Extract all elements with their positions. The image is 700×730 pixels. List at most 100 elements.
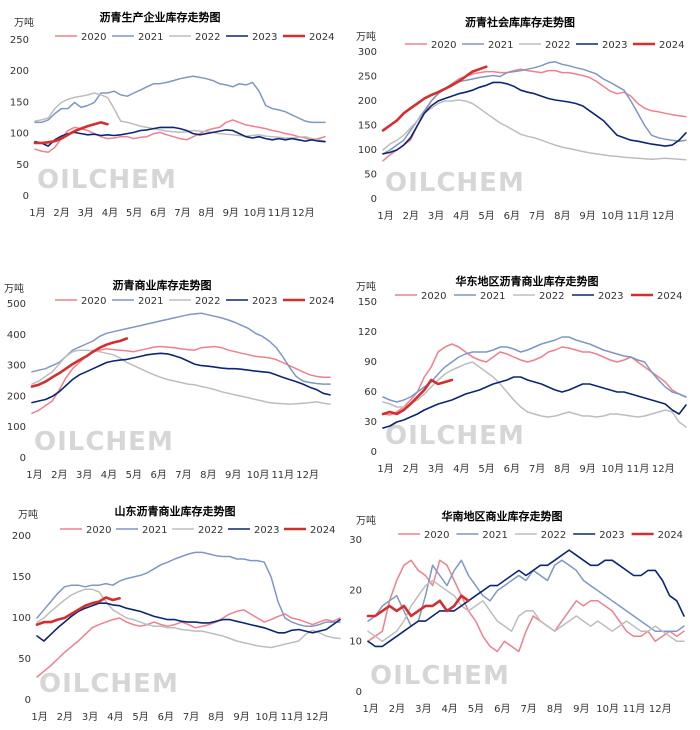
y-unit-label: 万吨 xyxy=(356,280,376,293)
legend-label-2022: 2022 xyxy=(539,291,564,302)
y-tick-label: 150 xyxy=(12,572,31,583)
y-tick-label: 120 xyxy=(358,327,377,338)
y-unit-label: 万吨 xyxy=(18,508,38,521)
x-tick-label: 1月 xyxy=(26,469,42,481)
x-tick-label: 4月 xyxy=(101,469,117,481)
legend-label-2021: 2021 xyxy=(138,296,163,307)
legend-label-2024: 2024 xyxy=(309,32,334,43)
x-tick-label: 9月 xyxy=(225,469,241,481)
x-tick-label: 1月 xyxy=(362,703,378,715)
y-tick-label: 50 xyxy=(16,160,29,171)
series-line-2023 xyxy=(382,81,687,155)
x-tick-label: 11月 xyxy=(627,210,650,222)
x-tick-label: 5月 xyxy=(126,207,142,219)
legend-label-2020: 2020 xyxy=(81,296,106,307)
x-tick-label: 3月 xyxy=(415,703,431,715)
x-tick-label: 2月 xyxy=(389,703,405,715)
x-tick-label: 2月 xyxy=(51,469,67,481)
y-tick-label: 60 xyxy=(364,387,377,398)
series-line-2023 xyxy=(31,352,331,404)
x-tick-label: 9月 xyxy=(579,463,595,475)
x-tick-label: 4月 xyxy=(453,463,469,475)
x-tick-label: 3月 xyxy=(428,463,444,475)
x-tick-label: 7月 xyxy=(529,210,545,222)
series-line-2022 xyxy=(34,92,326,142)
legend-label-2020: 2020 xyxy=(81,32,106,43)
x-tick-label: 8月 xyxy=(547,703,563,715)
series-line-2022 xyxy=(382,99,687,161)
legend-label-2023: 2023 xyxy=(599,530,624,541)
chart-panel-5: OILCHEM 山东沥青商业库存走势图 万吨 0 50 100 150 200 1月 2月 3月 4月… xyxy=(12,504,341,723)
x-tick-label: 10月 xyxy=(247,469,270,481)
x-tick-label: 1月 xyxy=(29,207,45,219)
series-line-2024 xyxy=(381,65,488,132)
series-line-2024 xyxy=(33,121,109,145)
y-tick-label: 150 xyxy=(358,121,377,132)
legend-label-2024: 2024 xyxy=(658,530,683,541)
x-tick-label: 3月 xyxy=(82,711,98,723)
y-tick-label: 30 xyxy=(364,417,377,428)
legend-label-2021: 2021 xyxy=(138,32,163,43)
x-tick-label: 10月 xyxy=(601,210,624,222)
x-tick-label: 4月 xyxy=(107,711,123,723)
y-tick-label: 20 xyxy=(350,586,362,597)
watermark-text: OILCHEM xyxy=(385,421,525,451)
y-tick-label: 200 xyxy=(7,391,26,402)
x-tick-label: 11月 xyxy=(268,207,291,219)
legend-label-2021: 2021 xyxy=(488,40,513,51)
series-line-2023 xyxy=(367,549,685,648)
x-tick-label: 11月 xyxy=(281,711,304,723)
y-tick-label: 10 xyxy=(350,636,362,647)
x-tick-label: 1月 xyxy=(31,711,47,723)
y-tick-label: 500 xyxy=(7,299,26,310)
x-tick-label: 7月 xyxy=(529,463,545,475)
x-tick-label: 2月 xyxy=(57,711,73,723)
legend-label-2023: 2023 xyxy=(598,291,623,302)
legend-label-2020: 2020 xyxy=(421,291,446,302)
y-tick-label: 30 xyxy=(350,535,362,546)
chart-panel-4: OILCHEM 华东地区沥青商业库存走势图 万吨 0 30 60 90 120 150 1月 2月 3… xyxy=(356,274,687,475)
legend-label-2022: 2022 xyxy=(545,40,570,51)
y-tick-label: 0 xyxy=(371,194,377,205)
legend-label-2020: 2020 xyxy=(431,40,456,51)
watermark-text: OILCHEM xyxy=(385,168,525,198)
y-tick-label: 0 xyxy=(20,453,26,464)
y-tick-label: 250 xyxy=(358,72,377,83)
series-line-2020 xyxy=(34,119,326,154)
x-tick-label: 3月 xyxy=(78,207,94,219)
y-tick-label: 50 xyxy=(18,654,31,665)
x-tick-label: 12月 xyxy=(296,469,319,481)
x-tick-label: 3月 xyxy=(76,469,92,481)
series-line-2020 xyxy=(31,345,331,415)
y-tick-label: 100 xyxy=(7,422,26,433)
series-line-2023 xyxy=(382,376,687,429)
y-unit-label: 万吨 xyxy=(356,514,376,527)
x-tick-label: 9月 xyxy=(579,210,595,222)
legend-label-2024: 2024 xyxy=(657,291,682,302)
x-tick-label: 7月 xyxy=(174,207,190,219)
y-unit-label: 万吨 xyxy=(14,16,34,29)
y-tick-label: 0 xyxy=(371,447,377,458)
x-tick-label: 3月 xyxy=(428,210,444,222)
chart-panel-1: OILCHEM 沥青生产企业库存走势图 万吨 0 50 100 150 200 250 1月 2月 3… xyxy=(10,10,335,219)
series-line-2024 xyxy=(366,594,470,618)
x-tick-label: 10月 xyxy=(601,463,624,475)
chart-title: 沥青社会库库存走势图 xyxy=(465,15,575,29)
series-line-2020 xyxy=(382,68,687,162)
legend-label-2022: 2022 xyxy=(198,525,223,536)
legend-label-2022: 2022 xyxy=(195,296,220,307)
series-line-2022 xyxy=(31,349,331,405)
x-tick-label: 6月 xyxy=(150,207,166,219)
y-tick-label: 400 xyxy=(7,330,26,341)
watermark-text: OILCHEM xyxy=(39,669,179,699)
series-line-2022 xyxy=(367,579,685,643)
x-tick-label: 5月 xyxy=(478,463,494,475)
x-tick-label: 11月 xyxy=(271,469,294,481)
x-tick-label: 5月 xyxy=(132,711,148,723)
x-tick-label: 5月 xyxy=(478,210,494,222)
x-tick-label: 6月 xyxy=(150,469,166,481)
series-line-2021 xyxy=(382,336,687,403)
series-line-2023 xyxy=(34,126,326,147)
x-tick-label: 12月 xyxy=(306,711,329,723)
